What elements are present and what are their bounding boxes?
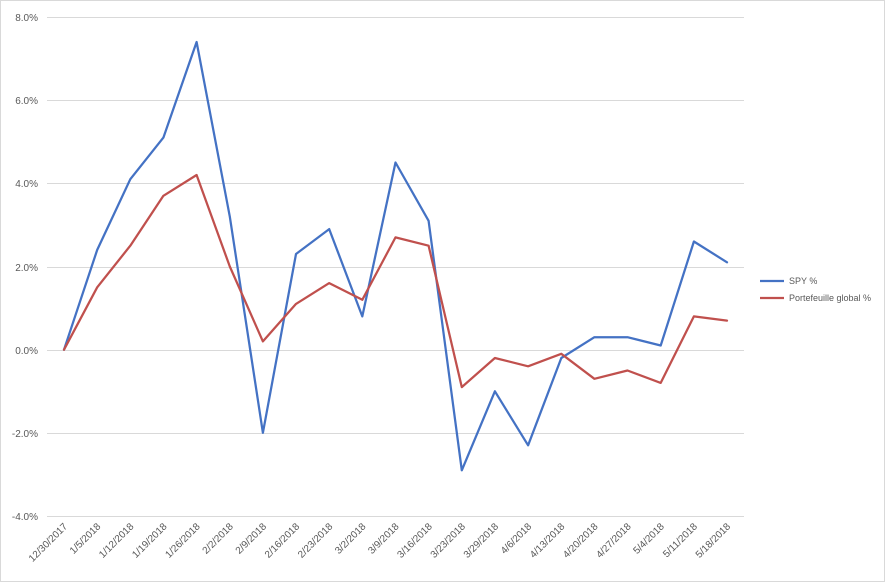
x-tick-label: 2/23/2018 (296, 521, 336, 561)
y-tick-label: 8.0% (15, 13, 38, 24)
legend: SPY % Portefeuille global % (760, 276, 871, 303)
series-lines (62, 40, 729, 472)
y-tick-label: 6.0% (15, 96, 38, 107)
x-tick-label: 3/2/2018 (333, 521, 369, 557)
y-tick-label: 2.0% (15, 263, 38, 274)
y-tick-label: 4.0% (15, 179, 38, 190)
y-axis-tick-labels: -4.0% -2.0% 0.0% 2.0% 4.0% 6.0% 8.0% (12, 13, 38, 523)
legend-label: SPY % (789, 276, 817, 286)
x-tick-label: 2/2/2018 (201, 521, 237, 557)
legend-label: Portefeuille global % (789, 293, 871, 303)
x-tick-label: 1/26/2018 (163, 521, 203, 561)
series-line-2 (62, 173, 729, 389)
gridlines (47, 17, 744, 517)
x-tick-label: 5/18/2018 (694, 521, 734, 561)
x-tick-label: 4/27/2018 (594, 521, 634, 561)
series-line-1 (62, 40, 729, 472)
y-tick-label: -2.0% (12, 429, 38, 440)
y-tick-label: -4.0% (12, 512, 38, 523)
x-tick-label: 12/30/2017 (27, 521, 70, 564)
x-tick-label: 3/29/2018 (462, 521, 502, 561)
x-axis-tick-labels: 12/30/20171/5/20181/12/20181/19/20181/26… (27, 521, 733, 564)
y-tick-label: 0.0% (15, 346, 38, 357)
